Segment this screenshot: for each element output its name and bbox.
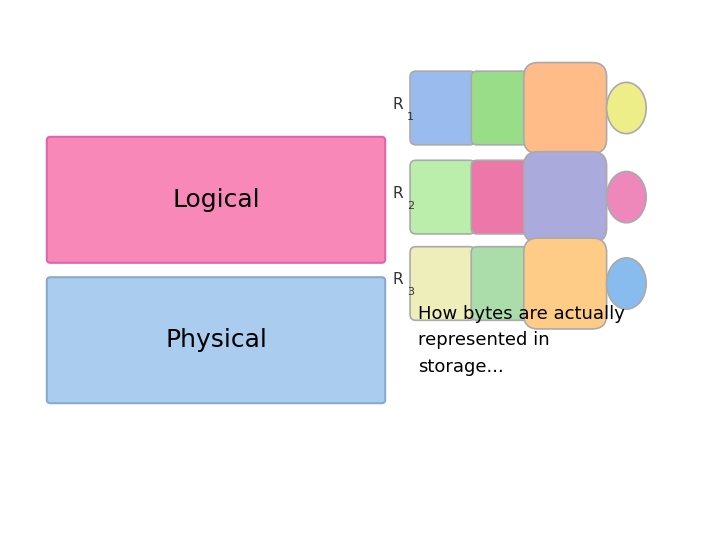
Text: R: R	[392, 186, 403, 201]
FancyBboxPatch shape	[471, 160, 537, 234]
Ellipse shape	[606, 258, 647, 309]
Ellipse shape	[606, 172, 647, 222]
Text: 3: 3	[407, 287, 414, 297]
FancyBboxPatch shape	[524, 152, 606, 242]
FancyBboxPatch shape	[524, 63, 606, 153]
FancyBboxPatch shape	[410, 71, 475, 145]
FancyBboxPatch shape	[471, 247, 537, 320]
FancyBboxPatch shape	[471, 71, 537, 145]
Text: R: R	[392, 272, 403, 287]
FancyBboxPatch shape	[524, 238, 606, 329]
Text: 2: 2	[407, 201, 414, 211]
Text: How bytes are actually
represented in
storage...: How bytes are actually represented in st…	[418, 305, 624, 376]
FancyBboxPatch shape	[47, 137, 385, 263]
FancyBboxPatch shape	[410, 247, 475, 320]
FancyBboxPatch shape	[410, 160, 475, 234]
FancyBboxPatch shape	[47, 277, 385, 403]
Text: Physical: Physical	[165, 328, 267, 352]
Text: 1: 1	[407, 112, 414, 122]
Text: R: R	[392, 97, 403, 112]
Text: Logical: Logical	[172, 188, 260, 212]
Ellipse shape	[606, 82, 647, 133]
